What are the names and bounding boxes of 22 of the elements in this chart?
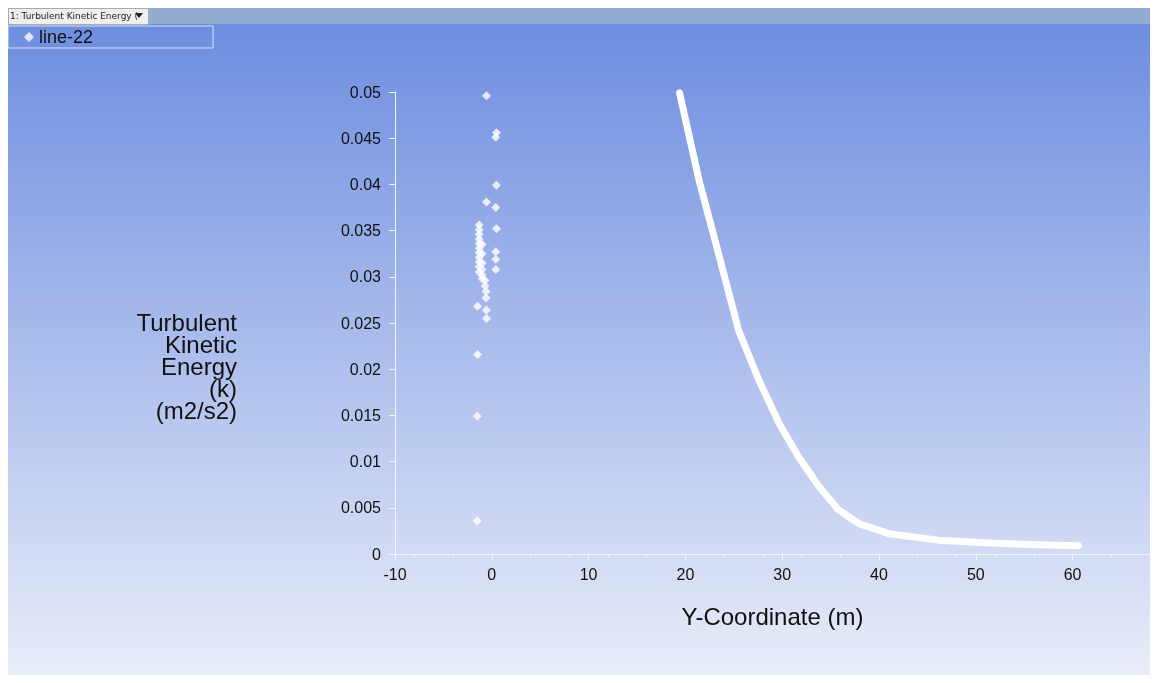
y-tick-label: 0.05 [349, 83, 382, 101]
y-tick-label: 0.02 [349, 360, 382, 378]
x-tick-label: -10 [383, 565, 407, 583]
y-tick-label: 0.025 [340, 314, 382, 332]
x-tick-label: 20 [676, 565, 695, 583]
x-axis-title: Y-Coordinate (m) [681, 602, 864, 630]
y-tick-label: 0 [372, 545, 382, 563]
y-axis-title: Turbulent Kinetic Energy (k) (m2/s2) [136, 308, 238, 424]
y-tick-label: 0.045 [340, 129, 382, 147]
x-tick-label: 30 [773, 565, 792, 583]
legend-label: line-22 [39, 27, 94, 47]
y-tick-label: 0.005 [340, 499, 382, 517]
x-tick-label: 10 [579, 565, 598, 583]
x-tick-label: 60 [1063, 565, 1082, 583]
y-tick-label: 0.035 [340, 222, 382, 240]
y-tick-label: 0.04 [349, 175, 382, 193]
y-tick-label: 0.03 [349, 268, 382, 286]
x-tick-label: 40 [870, 565, 888, 583]
x-tick-label: 0 [487, 565, 497, 583]
x-tick-label: 50 [966, 565, 985, 583]
y-tick-label: 0.015 [340, 406, 382, 424]
y-tick-label: 0.01 [349, 453, 382, 471]
